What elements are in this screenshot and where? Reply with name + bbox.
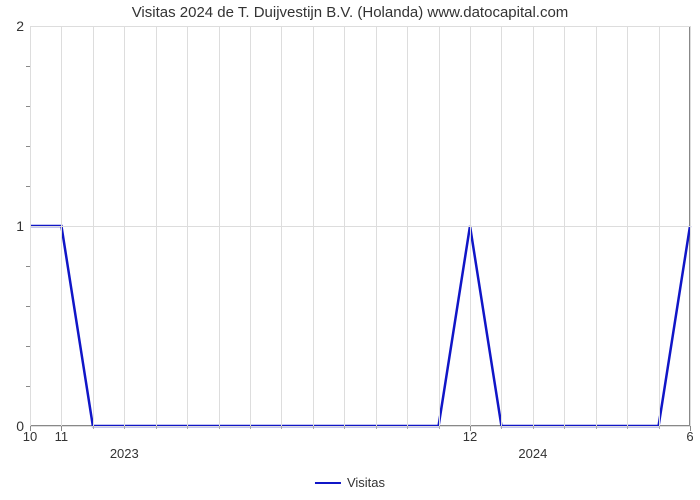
- x-minor-mark: [627, 426, 628, 429]
- x-minor-mark: [564, 426, 565, 429]
- y-minor-tick: [26, 266, 30, 267]
- x-tick-label: 6: [686, 426, 693, 444]
- grid-line-v: [690, 26, 691, 426]
- x-minor-mark: [344, 426, 345, 429]
- x-tick-label: 10: [23, 426, 37, 444]
- x-minor-mark: [219, 426, 220, 429]
- y-minor-tick: [26, 146, 30, 147]
- x-minor-mark: [376, 426, 377, 429]
- grid-line-h: [30, 26, 690, 27]
- legend: Visitas: [315, 475, 385, 490]
- x-tick-label: 11: [55, 426, 69, 444]
- y-minor-tick: [26, 386, 30, 387]
- x-minor-mark: [596, 426, 597, 429]
- x-minor-mark: [501, 426, 502, 429]
- chart-container: { "chart": { "type": "line", "title": "V…: [0, 0, 700, 500]
- grid-line-h: [30, 226, 690, 227]
- y-minor-tick: [26, 66, 30, 67]
- y-minor-tick: [26, 306, 30, 307]
- x-minor-mark: [281, 426, 282, 429]
- x-minor-mark: [313, 426, 314, 429]
- x-minor-mark: [156, 426, 157, 429]
- y-minor-tick: [26, 346, 30, 347]
- x-minor-mark: [187, 426, 188, 429]
- x-tick-label: 12: [463, 426, 477, 444]
- x-minor-mark: [407, 426, 408, 429]
- legend-label: Visitas: [347, 475, 385, 490]
- x-minor-mark: [250, 426, 251, 429]
- x-minor-mark: [659, 426, 660, 429]
- y-minor-tick: [26, 106, 30, 107]
- x-minor-mark: [93, 426, 94, 429]
- plot-area: 012101112620232024: [30, 26, 690, 426]
- y-tick-label: 1: [16, 218, 30, 234]
- x-minor-mark: [439, 426, 440, 429]
- y-tick-label: 2: [16, 18, 30, 34]
- x-year-label: 2024: [518, 426, 547, 461]
- legend-swatch: [315, 482, 341, 484]
- chart-title: Visitas 2024 de T. Duijvestijn B.V. (Hol…: [0, 4, 700, 21]
- x-year-label: 2023: [110, 426, 139, 461]
- y-minor-tick: [26, 186, 30, 187]
